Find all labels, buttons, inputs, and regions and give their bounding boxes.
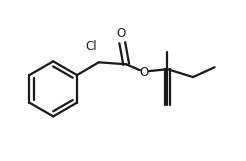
Text: O: O: [139, 66, 149, 79]
Text: Cl: Cl: [85, 40, 97, 53]
Text: O: O: [117, 27, 126, 40]
